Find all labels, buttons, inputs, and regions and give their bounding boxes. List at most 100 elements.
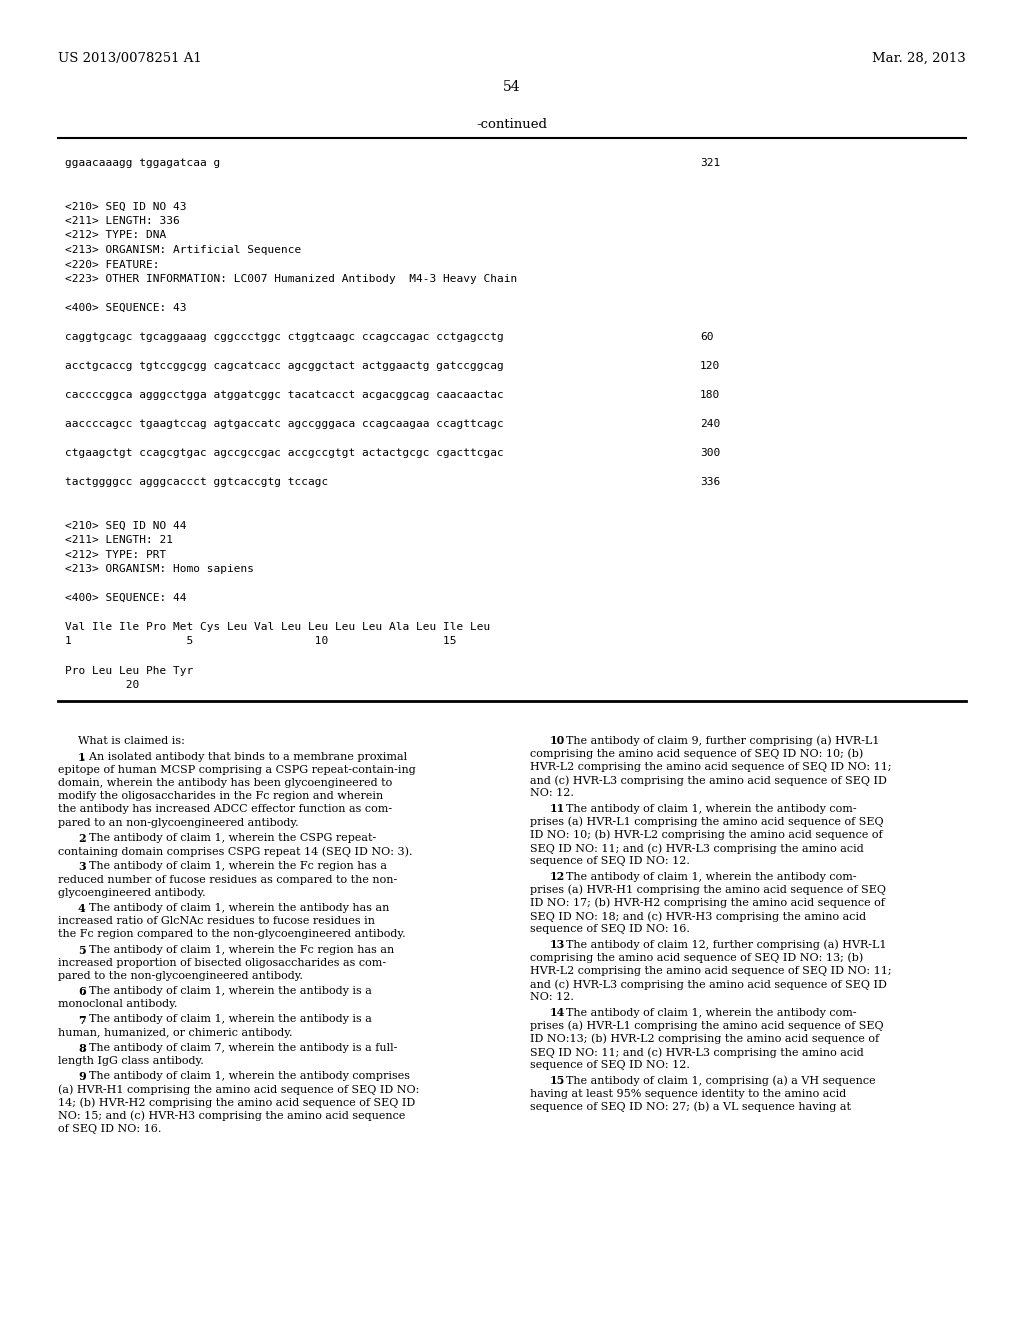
Text: increased ratio of GlcNAc residues to fucose residues in: increased ratio of GlcNAc residues to fu…	[58, 916, 375, 927]
Text: . The antibody of claim 1, wherein the Fc region has a: . The antibody of claim 1, wherein the F…	[82, 862, 387, 871]
Text: pared to the non-glycoengineered antibody.: pared to the non-glycoengineered antibod…	[58, 972, 303, 981]
Text: . The antibody of claim 1, wherein the antibody com-: . The antibody of claim 1, wherein the a…	[559, 804, 856, 813]
Text: Pro Leu Leu Phe Tyr: Pro Leu Leu Phe Tyr	[65, 665, 194, 676]
Text: monoclonal antibody.: monoclonal antibody.	[58, 999, 177, 1010]
Text: <210> SEQ ID NO 44: <210> SEQ ID NO 44	[65, 520, 186, 531]
Text: ID NO: 17; (b) HVR-H2 comprising the amino acid sequence of: ID NO: 17; (b) HVR-H2 comprising the ami…	[530, 898, 885, 908]
Text: 60: 60	[700, 333, 714, 342]
Text: . The antibody of claim 9, further comprising (a) HVR-L1: . The antibody of claim 9, further compr…	[559, 735, 880, 746]
Text: SEQ ID NO: 11; and (c) HVR-L3 comprising the amino acid: SEQ ID NO: 11; and (c) HVR-L3 comprising…	[530, 843, 864, 854]
Text: human, humanized, or chimeric antibody.: human, humanized, or chimeric antibody.	[58, 1028, 293, 1038]
Text: . The antibody of claim 1, wherein the antibody com-: . The antibody of claim 1, wherein the a…	[559, 871, 856, 882]
Text: 12: 12	[550, 871, 565, 883]
Text: comprising the amino acid sequence of SEQ ID NO: 13; (b): comprising the amino acid sequence of SE…	[530, 953, 863, 964]
Text: <212> TYPE: DNA: <212> TYPE: DNA	[65, 231, 166, 240]
Text: sequence of SEQ ID NO: 27; (b) a VL sequence having at: sequence of SEQ ID NO: 27; (b) a VL sequ…	[530, 1102, 851, 1113]
Text: . The antibody of claim 1, wherein the antibody com-: . The antibody of claim 1, wherein the a…	[559, 1007, 856, 1018]
Text: epitope of human MCSP comprising a CSPG repeat-contain-ing: epitope of human MCSP comprising a CSPG …	[58, 764, 416, 775]
Text: . An isolated antibody that binds to a membrane proximal: . An isolated antibody that binds to a m…	[82, 751, 408, 762]
Text: prises (a) HVR-L1 comprising the amino acid sequence of SEQ: prises (a) HVR-L1 comprising the amino a…	[530, 1020, 884, 1031]
Text: 14; (b) HVR-H2 comprising the amino acid sequence of SEQ ID: 14; (b) HVR-H2 comprising the amino acid…	[58, 1098, 416, 1109]
Text: <212> TYPE: PRT: <212> TYPE: PRT	[65, 549, 166, 560]
Text: 120: 120	[700, 360, 720, 371]
Text: <400> SEQUENCE: 44: <400> SEQUENCE: 44	[65, 593, 186, 603]
Text: 3: 3	[78, 862, 86, 873]
Text: SEQ ID NO: 11; and (c) HVR-L3 comprising the amino acid: SEQ ID NO: 11; and (c) HVR-L3 comprising…	[530, 1047, 864, 1057]
Text: US 2013/0078251 A1: US 2013/0078251 A1	[58, 51, 202, 65]
Text: HVR-L2 comprising the amino acid sequence of SEQ ID NO: 11;: HVR-L2 comprising the amino acid sequenc…	[530, 966, 892, 975]
Text: reduced number of fucose residues as compared to the non-: reduced number of fucose residues as com…	[58, 875, 397, 884]
Text: and (c) HVR-L3 comprising the amino acid sequence of SEQ ID: and (c) HVR-L3 comprising the amino acid…	[530, 775, 887, 785]
Text: 1                 5                  10                 15: 1 5 10 15	[65, 636, 457, 647]
Text: SEQ ID NO: 18; and (c) HVR-H3 comprising the amino acid: SEQ ID NO: 18; and (c) HVR-H3 comprising…	[530, 911, 866, 921]
Text: 6: 6	[78, 986, 86, 997]
Text: 13: 13	[550, 940, 565, 950]
Text: . The antibody of claim 1, wherein the antibody is a: . The antibody of claim 1, wherein the a…	[82, 986, 373, 997]
Text: NO: 12.: NO: 12.	[530, 993, 573, 1002]
Text: the antibody has increased ADCC effector function as com-: the antibody has increased ADCC effector…	[58, 804, 392, 814]
Text: length IgG class antibody.: length IgG class antibody.	[58, 1056, 204, 1067]
Text: pared to an non-glycoengineered antibody.: pared to an non-glycoengineered antibody…	[58, 817, 299, 828]
Text: of SEQ ID NO: 16.: of SEQ ID NO: 16.	[58, 1125, 162, 1134]
Text: domain, wherein the antibody has been glycoengineered to: domain, wherein the antibody has been gl…	[58, 777, 392, 788]
Text: <220> FEATURE:: <220> FEATURE:	[65, 260, 160, 269]
Text: ID NO:13; (b) HVR-L2 comprising the amino acid sequence of: ID NO:13; (b) HVR-L2 comprising the amin…	[530, 1034, 880, 1044]
Text: containing domain comprises CSPG repeat 14 (SEQ ID NO: 3).: containing domain comprises CSPG repeat …	[58, 846, 413, 857]
Text: 54: 54	[503, 81, 521, 94]
Text: 4: 4	[78, 903, 86, 913]
Text: . The antibody of claim 1, wherein the CSPG repeat-: . The antibody of claim 1, wherein the C…	[82, 833, 377, 843]
Text: . The antibody of claim 1, wherein the Fc region has an: . The antibody of claim 1, wherein the F…	[82, 945, 394, 954]
Text: 336: 336	[700, 477, 720, 487]
Text: prises (a) HVR-L1 comprising the amino acid sequence of SEQ: prises (a) HVR-L1 comprising the amino a…	[530, 817, 884, 828]
Text: . The antibody of claim 1, wherein the antibody is a: . The antibody of claim 1, wherein the a…	[82, 1015, 373, 1024]
Text: . The antibody of claim 12, further comprising (a) HVR-L1: . The antibody of claim 12, further comp…	[559, 940, 887, 950]
Text: . The antibody of claim 1, wherein the antibody has an: . The antibody of claim 1, wherein the a…	[82, 903, 390, 913]
Text: acctgcaccg tgtccggcgg cagcatcacc agcggctact actggaactg gatccggcag: acctgcaccg tgtccggcgg cagcatcacc agcggct…	[65, 360, 504, 371]
Text: HVR-L2 comprising the amino acid sequence of SEQ ID NO: 11;: HVR-L2 comprising the amino acid sequenc…	[530, 762, 892, 772]
Text: <400> SEQUENCE: 43: <400> SEQUENCE: 43	[65, 304, 186, 313]
Text: 9: 9	[78, 1072, 86, 1082]
Text: ID NO: 10; (b) HVR-L2 comprising the amino acid sequence of: ID NO: 10; (b) HVR-L2 comprising the ami…	[530, 830, 883, 841]
Text: 1: 1	[78, 751, 86, 763]
Text: 7: 7	[78, 1015, 86, 1026]
Text: 240: 240	[700, 418, 720, 429]
Text: <211> LENGTH: 336: <211> LENGTH: 336	[65, 216, 180, 226]
Text: 10: 10	[550, 735, 565, 747]
Text: . The antibody of claim 1, comprising (a) a VH sequence: . The antibody of claim 1, comprising (a…	[559, 1076, 876, 1086]
Text: Mar. 28, 2013: Mar. 28, 2013	[872, 51, 966, 65]
Text: <213> ORGANISM: Homo sapiens: <213> ORGANISM: Homo sapiens	[65, 564, 254, 574]
Text: What is claimed is:: What is claimed is:	[78, 735, 185, 746]
Text: 180: 180	[700, 389, 720, 400]
Text: ggaacaaagg tggagatcaa g: ggaacaaagg tggagatcaa g	[65, 158, 220, 168]
Text: <210> SEQ ID NO 43: <210> SEQ ID NO 43	[65, 202, 186, 211]
Text: (a) HVR-H1 comprising the amino acid sequence of SEQ ID NO:: (a) HVR-H1 comprising the amino acid seq…	[58, 1085, 420, 1096]
Text: Val Ile Ile Pro Met Cys Leu Val Leu Leu Leu Leu Ala Leu Ile Leu: Val Ile Ile Pro Met Cys Leu Val Leu Leu …	[65, 622, 490, 632]
Text: NO: 15; and (c) HVR-H3 comprising the amino acid sequence: NO: 15; and (c) HVR-H3 comprising the am…	[58, 1111, 406, 1122]
Text: 15: 15	[550, 1076, 565, 1086]
Text: ctgaagctgt ccagcgtgac agccgccgac accgccgtgt actactgcgc cgacttcgac: ctgaagctgt ccagcgtgac agccgccgac accgccg…	[65, 447, 504, 458]
Text: sequence of SEQ ID NO: 12.: sequence of SEQ ID NO: 12.	[530, 857, 690, 866]
Text: . The antibody of claim 7, wherein the antibody is a full-: . The antibody of claim 7, wherein the a…	[82, 1043, 397, 1053]
Text: -continued: -continued	[476, 117, 548, 131]
Text: glycoengineered antibody.: glycoengineered antibody.	[58, 888, 206, 898]
Text: the Fc region compared to the non-glycoengineered antibody.: the Fc region compared to the non-glycoe…	[58, 929, 406, 940]
Text: comprising the amino acid sequence of SEQ ID NO: 10; (b): comprising the amino acid sequence of SE…	[530, 748, 863, 759]
Text: sequence of SEQ ID NO: 12.: sequence of SEQ ID NO: 12.	[530, 1060, 690, 1071]
Text: . The antibody of claim 1, wherein the antibody comprises: . The antibody of claim 1, wherein the a…	[82, 1072, 411, 1081]
Text: increased proportion of bisected oligosaccharides as com-: increased proportion of bisected oligosa…	[58, 958, 386, 968]
Text: having at least 95% sequence identity to the amino acid: having at least 95% sequence identity to…	[530, 1089, 846, 1098]
Text: 8: 8	[78, 1043, 86, 1053]
Text: 5: 5	[78, 945, 86, 956]
Text: <223> OTHER INFORMATION: LC007 Humanized Antibody  M4-3 Heavy Chain: <223> OTHER INFORMATION: LC007 Humanized…	[65, 275, 517, 284]
Text: 14: 14	[550, 1007, 565, 1019]
Text: modify the oligosaccharides in the Fc region and wherein: modify the oligosaccharides in the Fc re…	[58, 791, 383, 801]
Text: caccccggca agggcctgga atggatcggc tacatcacct acgacggcag caacaactac: caccccggca agggcctgga atggatcggc tacatca…	[65, 389, 504, 400]
Text: 2: 2	[78, 833, 86, 843]
Text: prises (a) HVR-H1 comprising the amino acid sequence of SEQ: prises (a) HVR-H1 comprising the amino a…	[530, 884, 886, 895]
Text: 20: 20	[65, 680, 139, 690]
Text: <211> LENGTH: 21: <211> LENGTH: 21	[65, 535, 173, 545]
Text: caggtgcagc tgcaggaaag cggccctggc ctggtcaagc ccagccagac cctgagcctg: caggtgcagc tgcaggaaag cggccctggc ctggtca…	[65, 333, 504, 342]
Text: NO: 12.: NO: 12.	[530, 788, 573, 799]
Text: and (c) HVR-L3 comprising the amino acid sequence of SEQ ID: and (c) HVR-L3 comprising the amino acid…	[530, 979, 887, 990]
Text: 11: 11	[550, 804, 565, 814]
